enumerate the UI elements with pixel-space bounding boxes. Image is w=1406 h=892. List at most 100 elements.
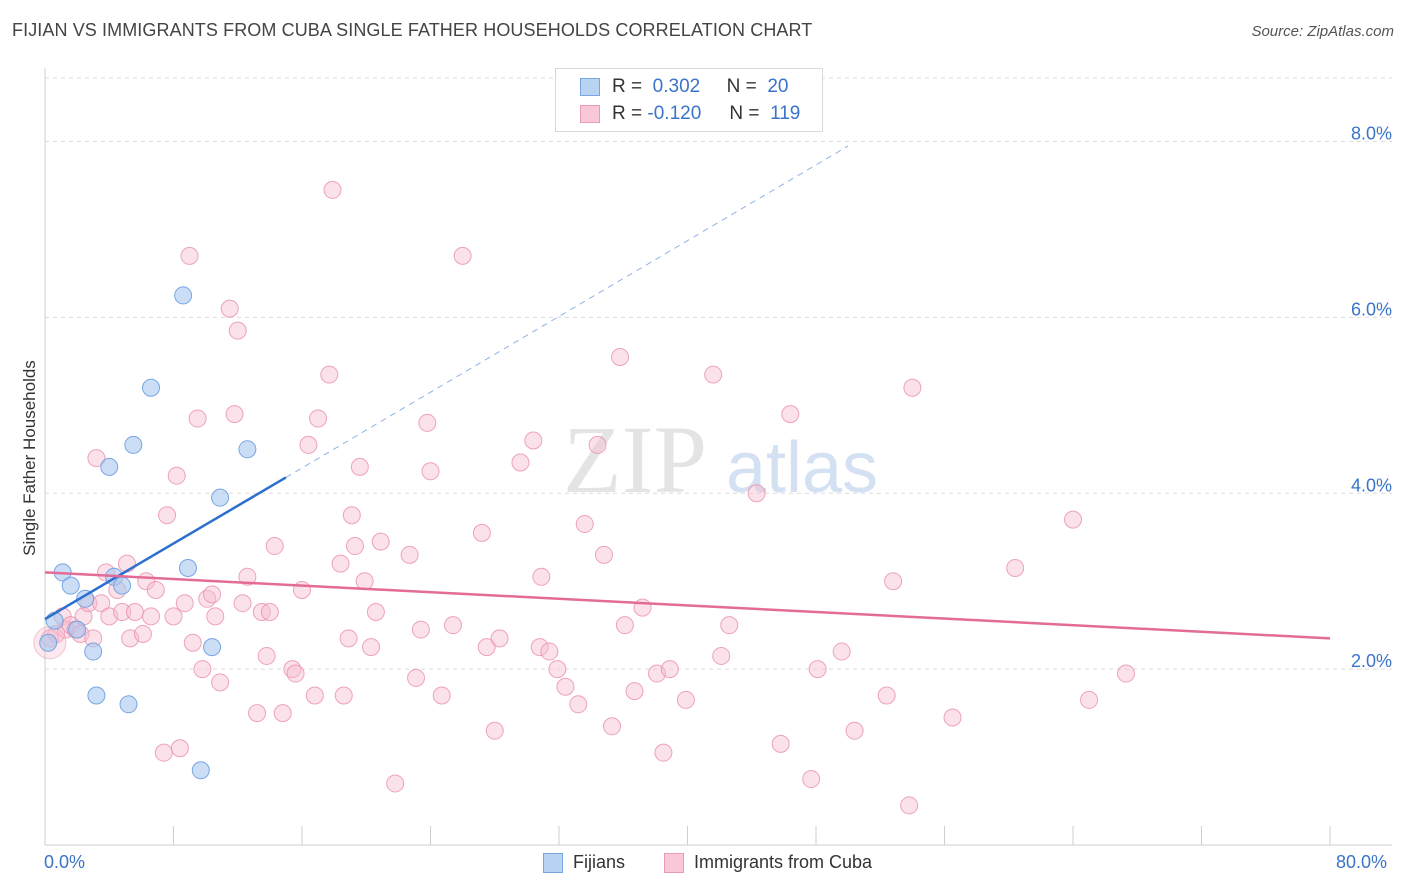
cuba-point bbox=[175, 594, 194, 613]
fijian-point bbox=[142, 378, 161, 397]
cuba-point bbox=[167, 466, 186, 485]
cuba-point bbox=[386, 774, 405, 793]
cuba-legend-swatch bbox=[664, 852, 684, 873]
y-tick-labels: 2.0% 4.0% 6.0% 8.0% bbox=[1351, 124, 1392, 672]
cuba-point bbox=[511, 453, 530, 472]
fijian-point bbox=[203, 638, 222, 657]
cuba-point bbox=[334, 686, 353, 705]
x-tick-max: 80.0% bbox=[1336, 852, 1388, 872]
source-label: Source: ZipAtlas.com bbox=[1251, 23, 1394, 40]
cuba-point bbox=[712, 646, 731, 665]
cuba-swatch bbox=[580, 105, 600, 123]
cuba-points bbox=[33, 180, 1136, 815]
watermark-zip: ZIP bbox=[563, 406, 707, 513]
cuba-point bbox=[575, 515, 594, 534]
cuba-trend-line bbox=[44, 571, 1331, 640]
cuba-point bbox=[188, 409, 207, 428]
cuba-point bbox=[305, 686, 324, 705]
cuba-point bbox=[220, 299, 239, 318]
cuba-point bbox=[532, 567, 551, 586]
cuba-point bbox=[548, 660, 567, 679]
cuba-point bbox=[884, 572, 903, 591]
cuba-point bbox=[490, 629, 509, 648]
cuba-point bbox=[158, 506, 177, 525]
cuba-point bbox=[238, 567, 257, 586]
cuba-point bbox=[611, 347, 630, 366]
cuba-point bbox=[211, 673, 230, 692]
cuba-point bbox=[877, 686, 896, 705]
cuba-point bbox=[771, 734, 790, 753]
cuba-point bbox=[832, 642, 851, 661]
cuba-point bbox=[407, 668, 426, 687]
cuba-point bbox=[808, 660, 827, 679]
cuba-point bbox=[781, 405, 800, 424]
y-tick-label: 8.0% bbox=[1351, 124, 1392, 144]
fijian-point bbox=[191, 761, 210, 780]
fijian-point bbox=[178, 559, 197, 578]
cuba-point bbox=[400, 545, 419, 564]
legend-row-cuba: R = -0.120 N = 119 bbox=[580, 102, 800, 126]
cuba-point bbox=[113, 602, 132, 621]
fijians-legend-swatch bbox=[543, 852, 563, 873]
r-value: -0.120 bbox=[647, 103, 702, 124]
cuba-point bbox=[366, 602, 385, 621]
cuba-point bbox=[443, 616, 462, 635]
cuba-point bbox=[453, 246, 472, 265]
fijian-point bbox=[238, 440, 257, 459]
cuba-point bbox=[146, 581, 165, 599]
cuba-point bbox=[472, 523, 491, 542]
cuba-point bbox=[164, 607, 183, 626]
cuba-point bbox=[260, 602, 279, 621]
cuba-point bbox=[362, 638, 381, 657]
cuba-point bbox=[654, 743, 673, 762]
cuba-point bbox=[154, 743, 173, 762]
y-axis-label: Single Father Households bbox=[20, 360, 39, 556]
legend-row-fijians: R = 0.302 N = 20 bbox=[580, 75, 788, 99]
cuba-point bbox=[540, 642, 559, 661]
cuba-point bbox=[660, 660, 679, 679]
cuba-legend-label: Immigrants from Cuba bbox=[694, 852, 873, 872]
n-value: 119 bbox=[770, 103, 801, 124]
cuba-point bbox=[903, 378, 922, 397]
fijians-swatch bbox=[580, 78, 600, 96]
cuba-point bbox=[720, 616, 739, 635]
fijian-point bbox=[119, 695, 138, 714]
cuba-point bbox=[588, 435, 607, 454]
cuba-point bbox=[747, 484, 766, 503]
cuba-point bbox=[87, 449, 106, 468]
legend-item-fijians: Fijians bbox=[543, 852, 625, 873]
x-tick-min: 0.0% bbox=[44, 852, 86, 872]
fijian-point bbox=[113, 576, 132, 595]
fijian-point bbox=[87, 686, 106, 705]
cuba-point bbox=[225, 405, 244, 424]
cuba-point bbox=[371, 532, 390, 551]
stats-legend: R = 0.302 N = 20 R = -0.120 N = 119 bbox=[555, 68, 823, 132]
cuba-point bbox=[228, 321, 247, 340]
cuba-point bbox=[676, 690, 695, 709]
cuba-point bbox=[432, 686, 451, 705]
cuba-point bbox=[1064, 510, 1082, 529]
cuba-point bbox=[170, 739, 189, 758]
r-value: 0.302 bbox=[652, 76, 701, 97]
cuba-point bbox=[133, 624, 152, 643]
cuba-point bbox=[615, 616, 634, 635]
cuba-point bbox=[233, 594, 252, 613]
r-label: R = bbox=[612, 76, 643, 97]
cuba-point bbox=[603, 717, 622, 736]
cuba-point bbox=[625, 682, 644, 701]
y-tick-label: 6.0% bbox=[1351, 299, 1392, 319]
cuba-point bbox=[180, 246, 199, 265]
series-legend: Fijians Immigrants from Cuba bbox=[0, 852, 1406, 878]
n-label: N = bbox=[729, 103, 760, 124]
cuba-point bbox=[421, 462, 440, 481]
cuba-point bbox=[1080, 690, 1099, 709]
cuba-point bbox=[530, 638, 549, 657]
y-tick-label: 4.0% bbox=[1351, 475, 1392, 495]
r-label: R = bbox=[612, 103, 643, 124]
cuba-point bbox=[142, 607, 161, 626]
fijian-trend-extension bbox=[285, 145, 849, 478]
cuba-point bbox=[704, 365, 723, 384]
fijian-point bbox=[124, 435, 143, 454]
cuba-point bbox=[355, 572, 374, 591]
cuba-point bbox=[125, 602, 144, 621]
